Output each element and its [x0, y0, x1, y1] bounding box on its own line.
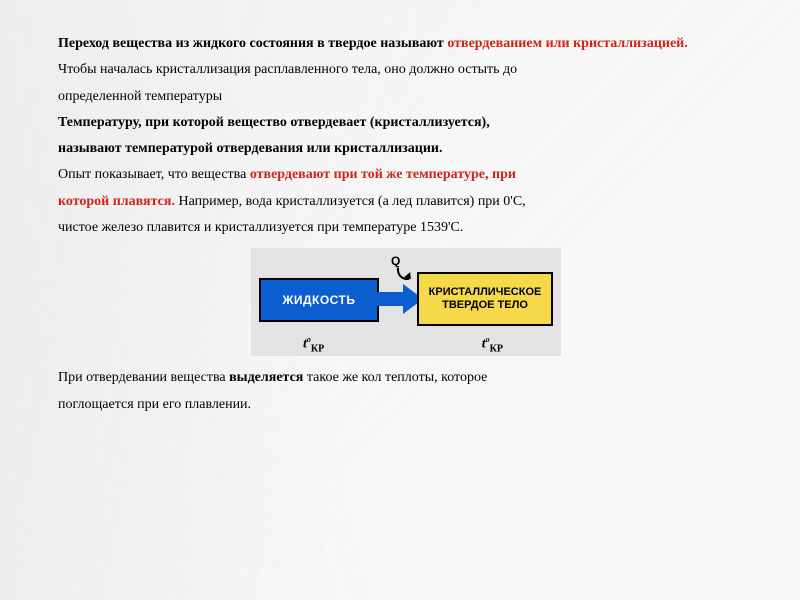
solid-box: КРИСТАЛЛИЧЕСКОЕ ТВЕРДОЕ ТЕЛО — [417, 272, 553, 326]
temp-label-left: toКР — [303, 335, 324, 354]
para-6: Опыт показывает, что вещества отвердеваю… — [58, 165, 754, 185]
para-1-term: отвердеванием или кристаллизацией. — [447, 36, 687, 51]
para-1-lead: Переход вещества из жидкого состояния в … — [58, 36, 447, 51]
temp-label-right: toКР — [482, 335, 503, 354]
para-9c: такое же кол теплоты, которое — [303, 370, 487, 385]
para-10: поглощается при его плавлении. — [58, 395, 754, 415]
slide-content: Переход вещества из жидкого состояния в … — [0, 0, 800, 600]
para-9a: При отвердевании вещества — [58, 370, 229, 385]
liquid-box: ЖИДКОСТЬ — [259, 278, 379, 322]
para-7: которой плавятся. Например, вода кристал… — [58, 192, 754, 212]
state-diagram: Q ЖИДКОСТЬ КРИСТАЛЛИЧЕСКОЕ ТВЕРДОЕ ТЕЛО … — [255, 254, 557, 354]
transition-arrow-shaft — [377, 292, 405, 306]
solid-box-line2: ТВЕРДОЕ ТЕЛО — [419, 299, 551, 312]
para-7a: которой плавятся. — [58, 194, 175, 209]
para-2: Чтобы началась кристаллизация расплавлен… — [58, 60, 754, 80]
para-7b: Например, вода кристаллизуется (а лед пл… — [175, 194, 526, 209]
para-6b: отвердевают при той же температуре, при — [250, 167, 516, 182]
para-8: чистое железо плавится и кристаллизуется… — [58, 218, 754, 238]
heat-arrow-label: Q — [391, 254, 400, 268]
para-4: Температуру, при которой вещество отверд… — [58, 113, 754, 133]
solid-box-line1: КРИСТАЛЛИЧЕСКОЕ — [419, 286, 551, 299]
para-9: При отвердевании вещества выделяется так… — [58, 368, 754, 388]
para-3: определенной температуры — [58, 87, 754, 107]
para-5: называют температурой отвердевания или к… — [58, 139, 754, 159]
para-6a: Опыт показывает, что вещества — [58, 167, 250, 182]
diagram-container: Q ЖИДКОСТЬ КРИСТАЛЛИЧЕСКОЕ ТВЕРДОЕ ТЕЛО … — [251, 248, 561, 356]
para-1: Переход вещества из жидкого состояния в … — [58, 34, 754, 54]
para-9b: выделяется — [229, 370, 303, 385]
